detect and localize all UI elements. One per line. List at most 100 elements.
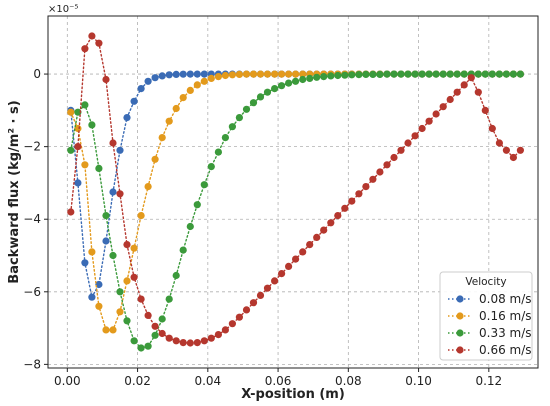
data-point: [137, 344, 145, 352]
data-point: [242, 105, 251, 113]
data-point: [172, 271, 180, 280]
data-point: [137, 85, 145, 93]
data-point: [383, 161, 391, 169]
data-point: [179, 70, 187, 78]
x-tick-label: 0.12: [475, 374, 502, 388]
data-point: [109, 188, 117, 196]
data-point: [158, 72, 166, 80]
data-point: [242, 306, 251, 314]
y-tick-label: −8: [23, 357, 41, 371]
data-point: [299, 248, 307, 256]
data-point: [200, 181, 208, 189]
data-point: [369, 70, 377, 78]
data-point: [109, 139, 117, 147]
data-point: [292, 77, 300, 85]
data-point: [376, 70, 384, 78]
data-point: [116, 190, 124, 198]
data-point: [228, 320, 236, 328]
data-point: [334, 212, 342, 220]
x-axis: 0.00 0.02 0.04 0.06 0.08 0.10 0.12: [54, 368, 502, 388]
plot-frame: [47, 15, 539, 369]
data-point: [74, 179, 82, 187]
data-point: [158, 134, 166, 142]
data-point: [249, 70, 258, 78]
data-point: [116, 308, 124, 316]
data-point: [144, 77, 152, 85]
data-point: [355, 190, 363, 198]
legend-label: 0.08 m/s: [479, 292, 532, 306]
x-tick-label: 0.10: [405, 374, 432, 388]
y-tick-label: −4: [23, 212, 41, 226]
data-point: [172, 70, 180, 78]
data-point: [172, 104, 180, 113]
data-point: [102, 75, 110, 84]
data-point: [292, 70, 300, 78]
data-point: [446, 95, 454, 104]
data-point: [200, 337, 208, 345]
data-point: [151, 322, 159, 330]
legend-marker: [456, 312, 464, 320]
data-point: [397, 146, 405, 154]
data-point: [256, 93, 265, 101]
data-point: [467, 74, 475, 82]
data-point: [299, 70, 307, 78]
data-point: [95, 280, 103, 289]
data-point: [256, 70, 265, 78]
data-point: [411, 70, 419, 78]
data-point: [278, 270, 286, 278]
x-tick-label: 0.08: [335, 374, 362, 388]
data-point: [221, 134, 229, 142]
data-point: [516, 146, 525, 154]
data-point: [88, 121, 96, 129]
data-point: [165, 295, 173, 303]
data-point: [200, 77, 208, 85]
data-point: [278, 82, 286, 90]
data-point: [144, 342, 152, 350]
data-point: [151, 155, 159, 163]
data-point: [179, 94, 187, 102]
data-point: [235, 70, 243, 78]
data-point: [453, 88, 461, 96]
data-point: [481, 70, 489, 78]
data-point: [193, 81, 201, 89]
data-point: [488, 70, 496, 78]
data-point: [151, 331, 159, 339]
data-point: [172, 337, 180, 345]
data-point: [397, 70, 405, 78]
data-point: [439, 70, 447, 78]
y-axis: 0 −2 −4 −6 −8: [23, 67, 48, 371]
data-point: [207, 163, 215, 171]
data-point: [285, 79, 293, 87]
series-0-66-m-s: [67, 32, 525, 347]
data-point: [130, 273, 138, 281]
data-point: [390, 70, 398, 78]
y-tick-label: 0: [33, 67, 41, 81]
data-point: [362, 70, 370, 78]
data-point: [474, 88, 482, 96]
data-point: [109, 326, 117, 334]
data-point: [165, 117, 173, 125]
legend-title: Velocity: [465, 276, 506, 288]
data-point: [116, 146, 124, 154]
legend-marker: [456, 329, 464, 337]
legend-box: [439, 271, 533, 361]
y-axis-label: Backward flux (kg/m² · s): [7, 100, 22, 283]
data-point: [179, 339, 187, 347]
data-point: [249, 99, 258, 107]
data-point: [88, 32, 96, 40]
data-point: [235, 114, 243, 122]
data-point: [306, 74, 314, 82]
data-point: [453, 70, 461, 78]
data-point: [193, 70, 201, 78]
data-point: [263, 284, 272, 292]
data-point: [369, 175, 377, 183]
data-point: [292, 255, 300, 263]
data-point: [123, 241, 131, 249]
y-tick-label: −6: [23, 285, 41, 299]
x-tick-label: 0.02: [124, 374, 151, 388]
legend: Velocity 0.08 m/s 0.16 m/s 0.33 m/s 0.66 m/…: [439, 271, 533, 361]
data-point: [67, 108, 75, 116]
data-point: [137, 295, 145, 303]
data-point: [278, 70, 286, 78]
